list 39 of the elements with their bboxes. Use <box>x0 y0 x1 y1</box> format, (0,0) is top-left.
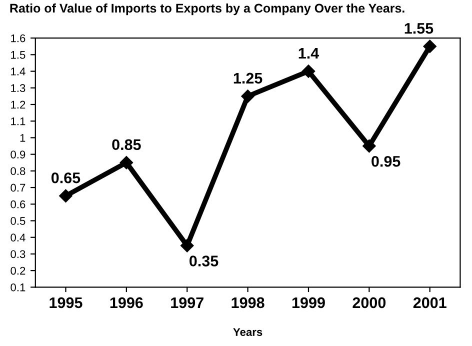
point <box>302 64 316 78</box>
y-tick-label: 0.8 <box>10 167 26 176</box>
y-tick-label: 0.5 <box>10 217 26 225</box>
data-label: 0.95 <box>372 156 400 167</box>
point <box>241 90 254 103</box>
point <box>362 139 376 153</box>
data-label: 0.35 <box>190 256 218 266</box>
data-label: 1.25 <box>234 72 262 84</box>
y-tick-label: 0.1 <box>10 283 26 292</box>
x-tick-label: 1995 <box>50 297 82 308</box>
y-tick-label: 1.4 <box>11 68 26 76</box>
y-tick-label: 1.6 <box>11 34 26 42</box>
x-tick-label: 2000 <box>352 297 386 308</box>
y-tick-label: 1 <box>20 134 26 142</box>
y-tick-label: 0.3 <box>10 250 26 258</box>
data-label: 0.85 <box>112 139 141 150</box>
y-tick-label: 0.2 <box>10 266 26 275</box>
chart-title: Ratio of Value of Imports to Exports by a Company Over the Years. <box>10 3 404 16</box>
y-tick-label: 0.7 <box>10 184 26 192</box>
point <box>180 239 194 252</box>
y-tick-label: 1.3 <box>11 84 26 92</box>
y-tick-label: 0.4 <box>10 234 26 242</box>
y-tick-label: 0.9 <box>10 150 26 158</box>
data-label: 1.4 <box>298 48 320 59</box>
point <box>120 156 134 170</box>
x-tick-label: 1996 <box>110 297 143 308</box>
x-axis-title: Years <box>233 328 262 336</box>
y-tick-label: 1.2 <box>11 100 26 109</box>
point <box>59 189 72 202</box>
x-tick-label: 2001 <box>413 297 446 308</box>
x-tick-label: 1997 <box>171 297 204 308</box>
y-tick-label: 0.6 <box>10 200 26 208</box>
x-tick-label: 1999 <box>292 297 325 308</box>
y-tick-label: 1.5 <box>11 51 26 59</box>
point <box>423 40 436 53</box>
data-label: 0.65 <box>51 172 80 184</box>
x-tick-label: 1998 <box>232 297 264 308</box>
data-label: 1.55 <box>404 23 434 34</box>
y-tick-label: 1.1 <box>11 117 26 126</box>
